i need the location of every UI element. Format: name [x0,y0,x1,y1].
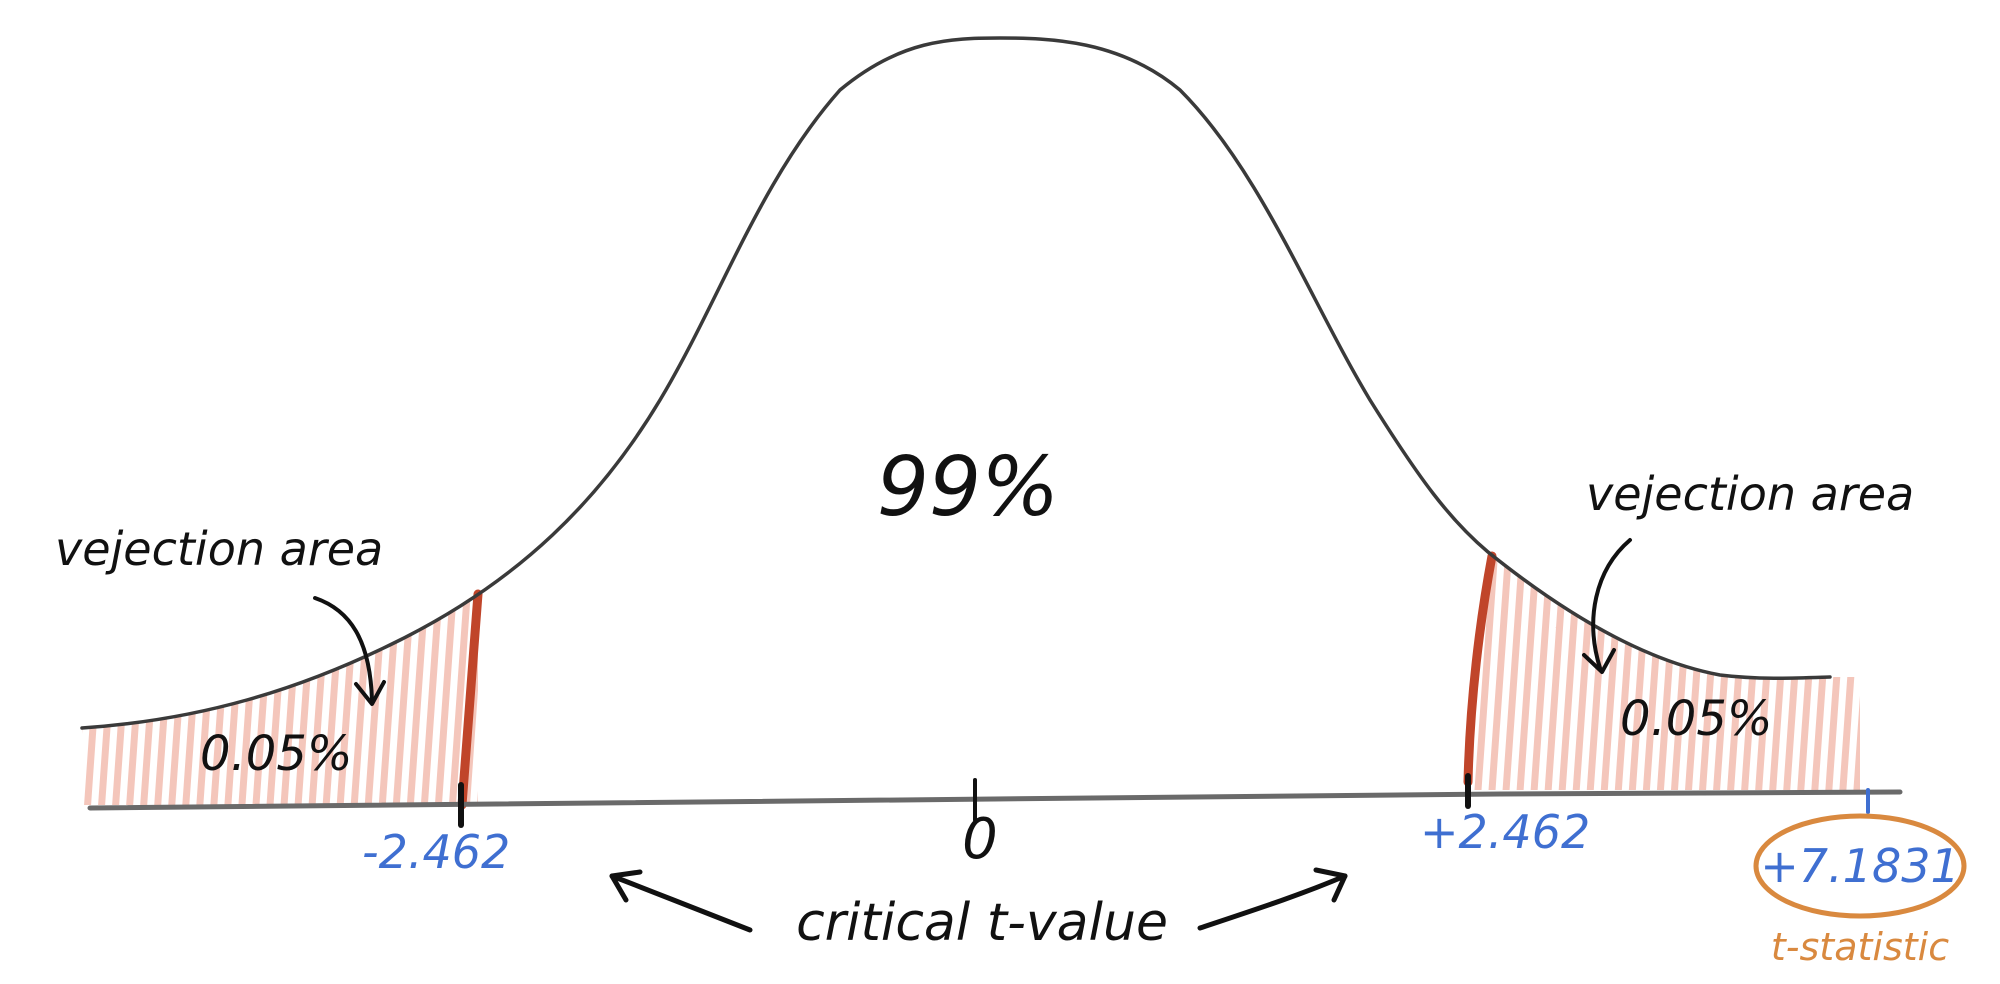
right-critical-value: +2.462 [1420,805,1590,859]
t-statistic-caption: t-statistic [1771,925,1949,969]
critical-arrow-left-head [609,869,643,903]
left-arrow-to-area [313,596,374,702]
left-critical-value: -2.462 [362,825,510,879]
right-arrow-head [1582,648,1616,674]
center-area-label: 99% [877,440,1059,535]
critical-arrow-right-head [1313,867,1348,903]
right-rejection-label: vejection area [1586,467,1914,521]
left-rejection-label: vejection area [55,522,383,576]
distribution-curve [80,36,1832,730]
critical-arrow-right [1197,873,1348,931]
t-statistic-circle [1753,813,1967,919]
right-rejection-percent: 0.05% [1620,691,1772,747]
left-arrow-head [354,680,386,706]
left-critical-edge [457,589,483,810]
zero-label: 0 [962,807,998,872]
left-rejection-percent: 0.05% [200,726,352,782]
critical-t-value-caption: critical t-value [796,893,1168,953]
right-rejection-area [1472,552,1860,790]
right-critical-edge [1463,551,1497,787]
right-arrow-to-area [1591,538,1632,670]
t-statistic-value: +7.1831 [1760,839,1960,893]
critical-arrow-left [609,873,753,933]
x-axis-baseline [87,789,1903,811]
